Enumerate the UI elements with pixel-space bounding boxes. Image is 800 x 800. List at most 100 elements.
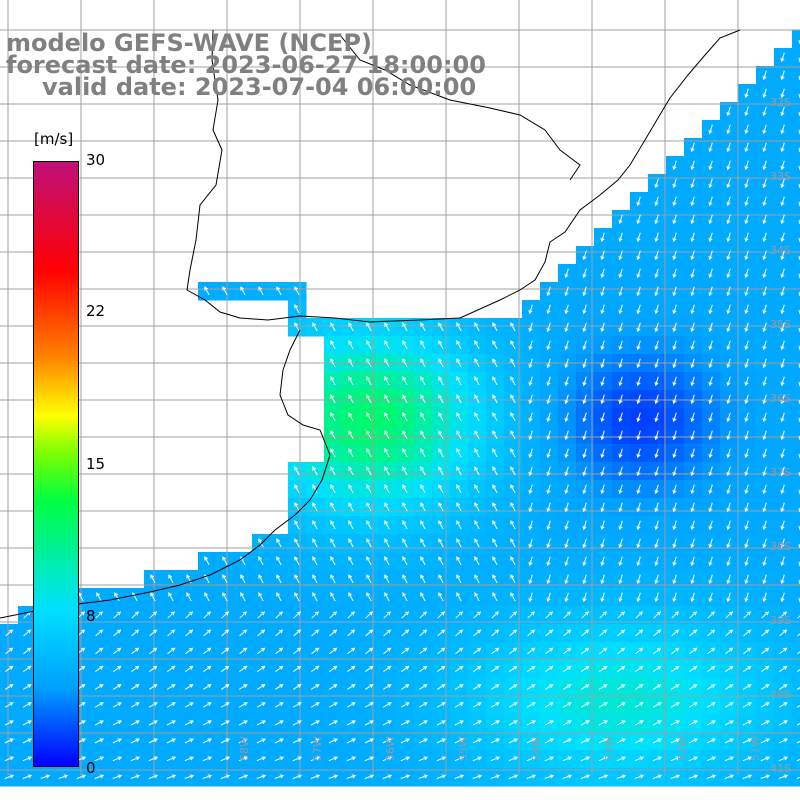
map-title-model: modelo GEFS-WAVE (NCEP): [6, 29, 372, 57]
wind-arrow: [508, 756, 519, 762]
wind-arrow: [23, 665, 32, 672]
wind-arrow: [636, 196, 641, 207]
wind-arrow: [726, 142, 731, 153]
wind-arrow: [744, 142, 749, 153]
wind-arrow: [544, 738, 555, 744]
wind-arrow: [708, 484, 713, 495]
wind-arrow: [293, 629, 302, 637]
wind-arrow: [347, 665, 356, 672]
wind-arrow: [635, 665, 644, 672]
wind-arrow: [348, 430, 354, 440]
wind-arrow: [618, 556, 623, 567]
wind-arrow: [366, 484, 372, 494]
wind-arrow: [438, 484, 444, 494]
wind-arrow: [364, 774, 375, 779]
wind-arrow: [708, 340, 713, 351]
wind-arrow: [582, 448, 587, 459]
wind-arrow: [185, 629, 194, 637]
wind-arrow: [346, 684, 356, 690]
wind-arrow: [328, 756, 339, 762]
wind-arrow: [365, 647, 374, 655]
wind-cell: [792, 678, 800, 697]
wind-arrow: [94, 702, 104, 708]
wind-arrow: [652, 756, 663, 762]
wind-arrow: [599, 647, 608, 655]
wind-arrow: [636, 232, 641, 243]
wind-arrow: [580, 720, 590, 726]
map-title-forecast-date: forecast date: 2023-06-27 18:00:00: [6, 51, 486, 79]
wind-arrow: [708, 196, 713, 207]
wind-arrow: [780, 322, 785, 333]
wind-arrow: [708, 286, 713, 297]
wind-arrow: [383, 611, 392, 619]
wind-arrow: [330, 358, 336, 368]
wind-arrow: [312, 592, 318, 602]
wind-arrow: [562, 756, 573, 762]
wind-arrow: [618, 232, 623, 243]
wind-arrow: [544, 702, 554, 708]
wind-arrow: [762, 106, 767, 117]
wind-arrow: [294, 484, 300, 494]
wind-arrow: [419, 611, 428, 619]
wind-arrow: [708, 538, 713, 549]
wind-arrow: [275, 647, 284, 655]
wind-arrow: [168, 574, 174, 584]
wind-arrow: [492, 430, 498, 440]
wind-arrow: [275, 611, 284, 619]
wind-arrow: [600, 502, 605, 513]
wind-arrow: [564, 286, 569, 297]
wind-arrow: [420, 448, 426, 458]
wind-arrow: [726, 178, 731, 189]
wind-arrow: [690, 160, 695, 171]
wind-arrow: [184, 702, 194, 708]
wind-arrow: [492, 376, 498, 386]
wind-cell: [792, 372, 800, 391]
wind-arrow: [654, 268, 659, 279]
wind-arrow: [526, 720, 536, 726]
wind-arrow: [383, 629, 392, 637]
wind-arrow: [256, 684, 266, 690]
wind-arrow: [744, 430, 749, 441]
wind-arrow: [5, 629, 14, 637]
wind-cell: [792, 516, 800, 535]
wind-arrow: [762, 88, 767, 99]
wind-arrow: [762, 556, 767, 567]
border-line: [339, 34, 581, 181]
wind-arrow: [780, 484, 785, 495]
wind-arrow: [780, 556, 785, 567]
wind-arrow: [473, 665, 482, 672]
wind-arrow: [708, 520, 713, 531]
wind-arrow: [780, 358, 785, 369]
wind-arrow: [528, 592, 533, 603]
wind-arrow: [420, 376, 426, 386]
wind-arrow: [636, 286, 641, 297]
wind-arrow: [654, 484, 659, 495]
wind-arrow: [690, 574, 695, 585]
wind-arrow: [348, 412, 354, 422]
wind-arrow: [779, 629, 788, 637]
wind-arrow: [690, 340, 695, 351]
wind-arrow: [256, 774, 267, 779]
wind-arrow: [618, 268, 623, 279]
wind-arrow: [724, 774, 735, 779]
wind-arrow: [490, 774, 501, 779]
wind-arrow: [474, 412, 480, 422]
wind-arrow: [348, 484, 354, 494]
wind-arrow: [366, 394, 372, 404]
wind-arrow: [726, 196, 731, 207]
wind-arrow: [384, 520, 390, 530]
wind-arrow: [564, 484, 569, 495]
wind-arrow: [472, 756, 483, 762]
wind-arrow: [581, 629, 590, 637]
wind-arrow: [473, 629, 482, 637]
wind-arrow: [762, 178, 767, 189]
latitude-label: 39S: [770, 614, 791, 627]
wind-arrow: [4, 720, 14, 726]
wind-arrow: [726, 124, 731, 135]
wind-arrow: [617, 647, 626, 655]
wind-arrow: [706, 774, 717, 779]
wind-arrow: [276, 592, 282, 602]
wind-arrow: [690, 232, 695, 243]
wind-arrow: [366, 538, 372, 548]
wind-arrow: [510, 466, 516, 476]
